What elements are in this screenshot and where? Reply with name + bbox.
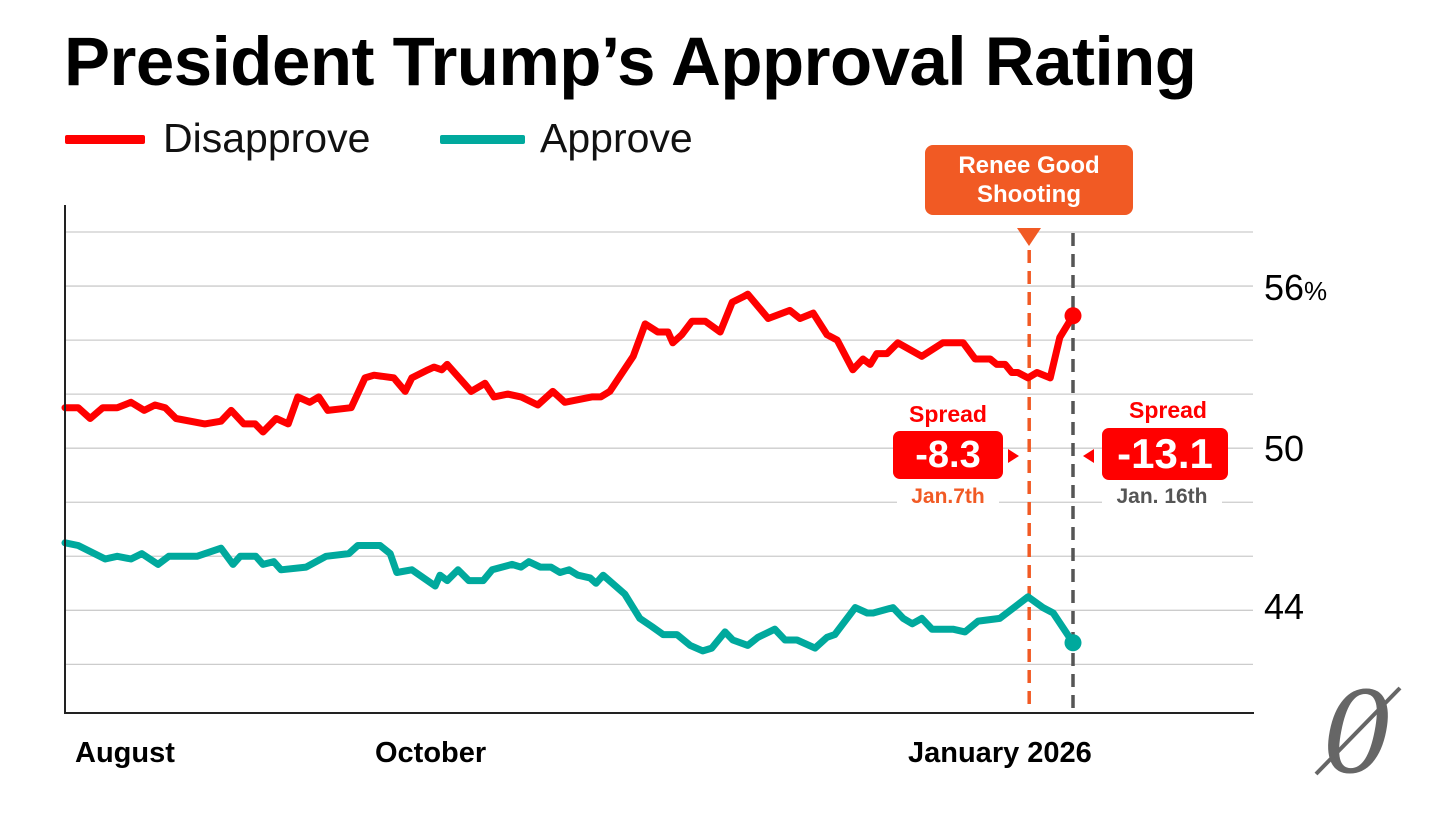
event-label-line1: Renee Good xyxy=(958,152,1100,179)
logo-glyph: 0 xyxy=(1322,672,1393,782)
x-tick-label: October xyxy=(375,737,487,769)
series-line-approve xyxy=(61,539,1077,655)
y-tick-suffix: % xyxy=(1304,276,1328,306)
spread-right-title: Spread xyxy=(1115,397,1221,424)
spread-left-date: Jan.7th xyxy=(897,485,999,509)
event-label-line2: Shooting xyxy=(977,181,1081,208)
spread-right-date: Jan. 16th xyxy=(1102,485,1222,509)
series-endpoint-disapprove xyxy=(1064,307,1082,325)
legend-disapprove-label: Disapprove xyxy=(163,115,371,161)
event-lines xyxy=(1027,233,1075,713)
event-annotation: Renee Good Shooting xyxy=(925,145,1133,215)
y-tick-label: 50 xyxy=(1264,428,1304,470)
event-pointer-icon xyxy=(1017,228,1041,246)
gridlines xyxy=(65,231,1253,666)
chart-title: President Trump’s Approval Rating xyxy=(64,23,1197,100)
legend-approve-label: Approve xyxy=(540,115,693,161)
y-tick-value: 50 xyxy=(1264,428,1305,469)
legend-disapprove-swatch xyxy=(65,135,145,144)
spread-left-title: Spread xyxy=(895,401,1001,428)
x-tick-label: August xyxy=(75,737,175,769)
y-tick-value: 56 xyxy=(1264,267,1305,308)
y-tick-label: 44 xyxy=(1264,586,1304,628)
publisher-logo: 0 xyxy=(1314,672,1402,782)
x-tick-label: January 2026 xyxy=(908,737,1092,769)
spread-left-value: -8.3 xyxy=(893,431,1003,479)
y-tick-value: 44 xyxy=(1264,586,1305,627)
legend-approve-swatch xyxy=(440,135,525,144)
spread-left-arrow-icon xyxy=(1008,449,1019,463)
series-lines xyxy=(61,290,1082,655)
y-tick-label: 56% xyxy=(1264,267,1327,309)
spread-right-value: -13.1 xyxy=(1102,428,1228,480)
spread-right-arrow-icon xyxy=(1083,449,1094,463)
series-line-disapprove xyxy=(61,290,1077,436)
series-endpoint-approve xyxy=(1064,634,1082,652)
